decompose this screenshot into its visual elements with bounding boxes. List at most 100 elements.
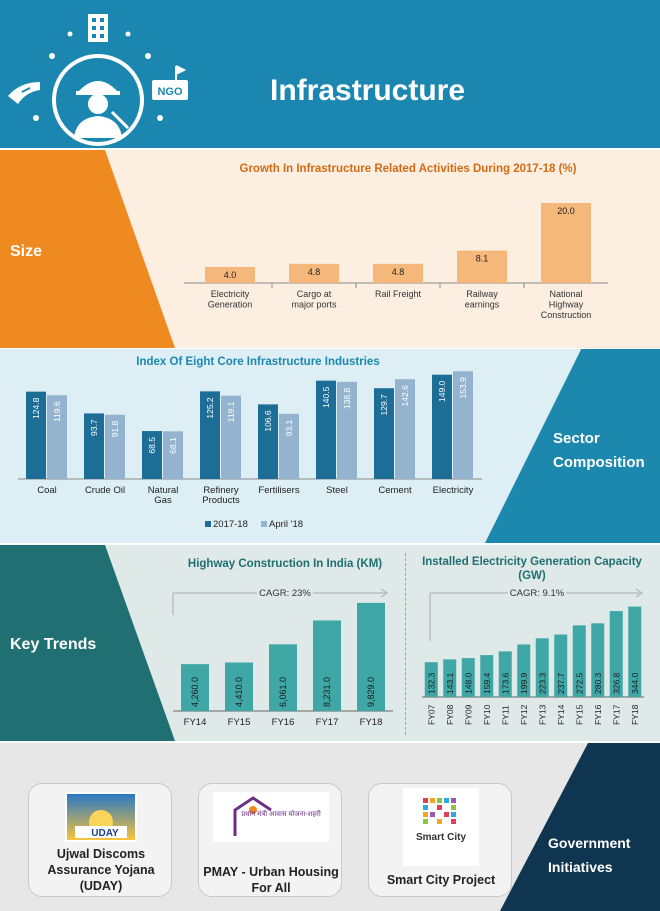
bar-value-label: 173.6: [500, 672, 510, 694]
x-tick-label: Railway: [466, 289, 498, 299]
cagr-arrow: [380, 588, 388, 598]
bar-value-label: 124.8: [31, 397, 41, 419]
x-tick-label: major ports: [291, 300, 337, 310]
bar: [258, 404, 278, 479]
chart-title: Growth In Infrastructure Related Activit…: [240, 163, 577, 175]
bar: [591, 623, 605, 697]
x-tick-label: FY14: [184, 717, 207, 728]
smartcity-logo: Smart City: [403, 788, 479, 866]
ngo-label: NGO: [157, 86, 183, 98]
bar: [535, 638, 549, 697]
legend-label: April '18: [269, 519, 303, 530]
x-tick-label: Cargo at: [297, 289, 332, 299]
bar: [181, 664, 209, 711]
bar-value-label: 237.7: [556, 672, 566, 694]
x-tick-label: FY17: [316, 717, 339, 728]
bar: [279, 413, 299, 479]
x-tick-label: Electricity: [433, 485, 474, 496]
bar: [205, 267, 255, 283]
bar-value-label: 159.4: [482, 672, 492, 694]
pmay-name: PMAY - Urban Housing For All: [203, 865, 339, 895]
uday-card[interactable]: UDAY Ujwal Discoms Assurance Yojana (UDA…: [28, 783, 172, 897]
bar-value-label: 223.3: [537, 672, 547, 694]
bar: [313, 620, 341, 711]
x-tick-label: FY18: [360, 717, 383, 728]
bar: [395, 379, 415, 479]
bar: [47, 395, 67, 479]
x-tick-label: earnings: [465, 300, 500, 310]
bar-value-label: 119.1: [226, 401, 236, 422]
bar: [443, 659, 457, 697]
size-section: Size Growth In Infrastructure Related Ac…: [0, 150, 660, 348]
divider: [405, 553, 406, 735]
x-tick-label: Gas: [154, 495, 172, 506]
pmay-card[interactable]: प्रधान मंत्री आवास योजना-शहरी PMAY - Urb…: [198, 783, 342, 897]
gov-tab: [500, 743, 660, 911]
svg-text:प्रधान मंत्री आवास योजना-शहरी: प्रधान मंत्री आवास योजना-शहरी: [241, 809, 321, 818]
x-tick-label: FY13: [537, 704, 547, 725]
bar-value-label: 93.1: [284, 420, 294, 437]
cagr-arrow: [635, 588, 643, 598]
core-industries-chart: Index Of Eight Core Infrastructure Indus…: [18, 356, 482, 530]
x-tick-label: FY10: [482, 704, 492, 725]
bar-value-label: 68.1: [168, 437, 178, 454]
bar-value-label: 93.7: [89, 419, 99, 436]
bar: [457, 250, 507, 283]
bar: [221, 395, 241, 479]
electricity-capacity-chart: Installed Electricity Generation Capacit…: [422, 556, 644, 725]
bar: [337, 381, 357, 479]
bar: [200, 391, 220, 479]
x-tick-label: Crude Oil: [85, 485, 125, 496]
bar: [498, 651, 512, 697]
chart-title: (GW): [518, 570, 546, 582]
bar-value-label: 91.8: [110, 420, 120, 437]
bar: [269, 644, 297, 711]
bar-value-label: 344.0: [630, 672, 640, 694]
bar-value-label: 153.9: [458, 377, 468, 399]
x-tick-label: FY15: [228, 717, 251, 728]
bar: [357, 602, 385, 711]
x-tick-label: Construction: [541, 310, 592, 320]
bar: [374, 388, 394, 479]
chart-title: Index Of Eight Core Infrastructure Indus…: [136, 356, 379, 368]
x-tick-label: Rail Freight: [375, 289, 422, 299]
x-tick-label: FY18: [630, 704, 640, 725]
uday-logo: UDAY: [65, 792, 137, 842]
bar-value-label: 8,231.0: [322, 677, 332, 707]
x-tick-label: Steel: [326, 485, 348, 496]
sector-label: Sector Composition: [553, 430, 645, 471]
bar: [84, 413, 104, 479]
x-tick-label: FY15: [574, 704, 584, 725]
cagr-annotation: CAGR: 9.1%: [510, 588, 565, 599]
x-tick-label: Refinery: [203, 485, 239, 496]
bar-value-label: 148.0: [463, 672, 473, 694]
bar-value-label: 106.6: [263, 410, 273, 432]
pmay-logo: प्रधान मंत्री आवास योजना-शहरी: [213, 792, 329, 842]
smartcity-card[interactable]: Smart City Smart City Project: [368, 783, 512, 897]
chart-title: Installed Electricity Generation Capacit…: [422, 556, 642, 568]
legend-label: 2017-18: [213, 519, 248, 530]
bar: [26, 391, 46, 479]
size-label: Size: [10, 243, 43, 260]
uday-name: Ujwal Discoms Assurance Yojana (UDAY): [47, 847, 155, 893]
bar: [480, 655, 494, 697]
bar: [142, 431, 162, 479]
x-tick-label: FY09: [463, 704, 473, 725]
bar-value-label: 4,260.0: [190, 677, 200, 707]
gov-section: Government Initiatives UDAY Ujwal Discom…: [0, 743, 660, 911]
cagr-annotation: CAGR: 23%: [259, 588, 311, 599]
x-tick-label: FY17: [611, 704, 621, 725]
x-tick-label: FY16: [272, 717, 295, 728]
gov-label: Government Initiatives: [548, 835, 631, 875]
bar-value-label: 199.9: [519, 672, 529, 694]
x-tick-label: FY14: [556, 704, 566, 725]
bar: [628, 606, 642, 697]
bar: [609, 611, 623, 697]
bar: [554, 634, 568, 697]
bar-value-label: 125.2: [205, 397, 215, 419]
bar-value-label: 6,061.0: [278, 677, 288, 707]
highway-chart: Highway Construction In India (KM) CAGR: …: [172, 558, 393, 728]
bar: [316, 380, 336, 479]
bar-value-label: 143.1: [445, 672, 455, 694]
trends-section: Key Trends Highway Construction In India…: [0, 545, 660, 741]
